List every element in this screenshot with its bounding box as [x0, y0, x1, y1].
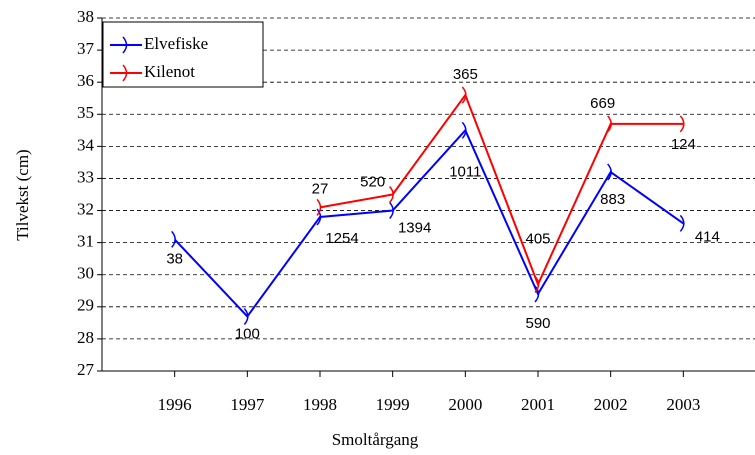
x-tick-label: 1997: [230, 395, 265, 414]
data-label: 100: [235, 325, 260, 342]
point-marker: [389, 202, 394, 220]
data-label: 365: [453, 66, 478, 83]
data-label: 669: [590, 95, 615, 112]
x-tick-label: 1996: [158, 395, 192, 414]
y-tick-label: 27: [77, 360, 95, 379]
point-marker: [607, 115, 612, 133]
point-marker: [171, 230, 176, 248]
point-marker: [243, 307, 249, 325]
data-label: 883: [600, 191, 625, 208]
y-tick-label: 38: [77, 7, 94, 26]
x-tick-label: 2002: [594, 395, 628, 414]
data-label: 27: [312, 180, 329, 197]
point-marker: [679, 115, 685, 133]
point-marker: [534, 275, 540, 293]
data-label: 414: [695, 228, 720, 245]
y-tick-label: 33: [77, 167, 94, 186]
y-tick-label: 36: [77, 71, 94, 90]
y-tick-label: 37: [77, 39, 95, 58]
data-label: 1394: [398, 220, 431, 237]
point-marker: [461, 86, 467, 104]
series-line: [173, 128, 684, 319]
y-tick-label: 32: [77, 199, 94, 218]
data-label: 124: [671, 136, 696, 153]
legend-marker: [122, 64, 128, 82]
point-marker: [534, 285, 540, 303]
x-axis-label: Smoltårgang: [332, 430, 419, 449]
point-marker: [461, 121, 467, 139]
y-tick-label: 31: [77, 232, 94, 251]
data-label: 1254: [325, 230, 358, 247]
y-tick-label: 29: [77, 296, 94, 315]
x-tick-label: 2001: [521, 395, 555, 414]
data-label: 405: [525, 230, 550, 247]
legend-box: [102, 21, 264, 88]
x-tick-label: 1999: [376, 395, 410, 414]
y-tick-label: 34: [77, 135, 95, 154]
point-marker: [607, 163, 612, 181]
data-label: 1011: [449, 163, 481, 180]
x-tick-label: 2003: [666, 395, 700, 414]
y-tick-label: 35: [77, 103, 94, 122]
data-label: 520: [360, 173, 385, 190]
point-marker: [316, 208, 322, 226]
y-axis-label: Tilvekst (cm): [13, 149, 32, 240]
point-marker: [316, 198, 322, 216]
x-tick-label: 2000: [448, 395, 482, 414]
legend-marker: [122, 36, 128, 54]
data-label: 38: [166, 250, 183, 267]
point-marker: [679, 214, 685, 232]
point-marker: [389, 186, 394, 203]
y-tick-label: 28: [77, 328, 94, 347]
x-tick-label: 1998: [303, 395, 337, 414]
y-tick-label: 30: [77, 264, 94, 283]
series-line: [319, 92, 684, 287]
data-label: 590: [525, 315, 550, 332]
legend-label: Elvefiske: [144, 34, 208, 53]
legend-label: Kilenot: [144, 62, 195, 81]
